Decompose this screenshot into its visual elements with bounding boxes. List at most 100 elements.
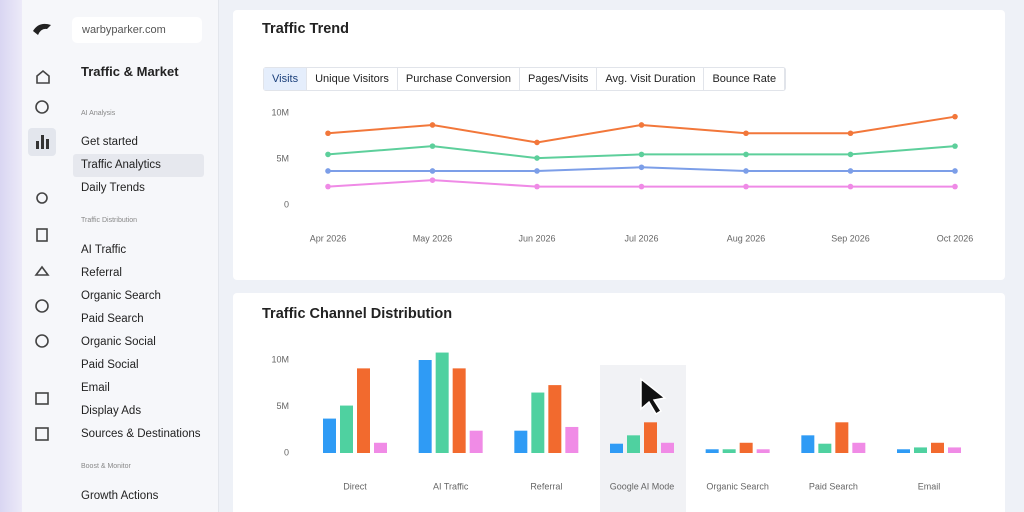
nav-item[interactable]: AI Traffic [81,244,127,256]
nav-item[interactable]: Organic Search [81,290,161,302]
point [952,113,958,120]
grid-icon[interactable] [35,427,49,441]
bar [739,442,753,453]
y-tick-label: 10M [271,354,289,364]
pages-icon[interactable] [36,228,48,242]
section-heading: Traffic Distribution [81,217,138,224]
nav-item[interactable]: Organic Social [81,336,156,348]
bar [948,447,961,453]
y-tick-label: 5M [276,401,289,411]
nav-item[interactable]: Display Ads [81,405,142,417]
metric-tab[interactable]: Pages/Visits [520,68,598,90]
point [638,151,645,158]
nav-item[interactable]: Paid Social [81,359,139,371]
nav-item[interactable]: Traffic Analytics [73,154,204,177]
nav-item[interactable]: Paid Search [81,313,144,325]
point [952,183,958,190]
bar [531,392,545,453]
nav-item[interactable]: Get started [81,136,138,148]
target-icon[interactable] [35,334,49,348]
point [325,183,331,190]
point [952,168,958,174]
metric-tab[interactable]: Purchase Conversion [398,68,521,90]
monitor-icon[interactable] [35,392,49,405]
search-icon[interactable] [35,100,49,114]
x-tick-label: Direct [343,481,367,491]
point [325,151,331,158]
point [534,183,540,190]
bar [801,435,815,453]
bar [661,442,674,453]
bar [435,352,449,453]
bar [610,443,623,453]
x-tick-label: AI Traffic [433,481,469,491]
metric-tab[interactable]: Bounce Rate [704,68,786,90]
bar [340,405,353,453]
bar [818,443,832,453]
point [847,151,854,158]
bar [852,442,866,453]
x-tick-label: Referral [530,481,562,491]
point [638,164,645,171]
point [743,151,749,158]
chat-icon[interactable] [35,299,49,313]
point [743,130,749,137]
bar [452,368,466,453]
nav-item[interactable]: Daily Trends [81,182,145,194]
y-tick-label: 0 [284,447,289,457]
point [429,143,436,149]
nav-item[interactable]: Referral [81,267,122,279]
point [429,168,436,174]
bar [722,449,736,453]
nav-item[interactable]: Email [81,382,110,394]
bar [514,430,528,453]
sidebar-title: Traffic & Market [81,64,179,79]
logo [33,23,51,35]
point [638,183,645,190]
metric-tab[interactable]: Unique Visitors [307,68,398,90]
bar [897,449,910,453]
x-tick-label: Paid Search [809,481,858,491]
point [429,122,436,128]
nav-item[interactable]: Growth Actions [81,490,159,502]
bar [323,418,336,453]
bar [565,426,579,453]
home-icon[interactable] [36,69,50,84]
x-tick-label: May 2026 [413,233,453,243]
x-tick-label: Oct 2026 [937,233,974,243]
layers-icon[interactable] [34,265,50,276]
point [743,168,749,174]
metric-tab[interactable]: Visits [264,68,308,90]
x-tick-label: Jul 2026 [624,233,658,243]
bar [627,435,640,453]
point [847,168,854,174]
rail-icons [28,23,56,441]
site-input[interactable]: warbyparker.com [72,17,202,43]
x-tick-label: Aug 2026 [727,233,766,243]
point [429,177,436,183]
point [534,168,540,174]
nav-item[interactable]: Sources & Destinations [81,428,201,440]
point [847,130,854,137]
bar [705,449,719,453]
point [847,183,854,190]
bar [931,442,944,453]
section-heading: Boost & Monitor [81,463,131,470]
bar [835,422,849,453]
y-tick-label: 0 [284,199,289,209]
bar [357,368,370,453]
section-heading: AI Analysis [81,110,116,117]
sidebar: warbyparker.com Traffic & Market AI Anal… [62,0,219,512]
bar [548,385,562,453]
x-tick-label: Organic Search [706,481,769,491]
card-title: Traffic Channel Distribution [262,306,453,322]
x-tick-label: Jun 2026 [518,233,555,243]
point [743,183,749,190]
location-icon[interactable] [36,192,48,204]
metric-tab[interactable]: Avg. Visit Duration [597,68,705,90]
point [638,122,645,128]
x-tick-label: Apr 2026 [310,233,347,243]
metric-tabs: Visits Unique Visitors Purchase Conversion… [263,67,787,91]
